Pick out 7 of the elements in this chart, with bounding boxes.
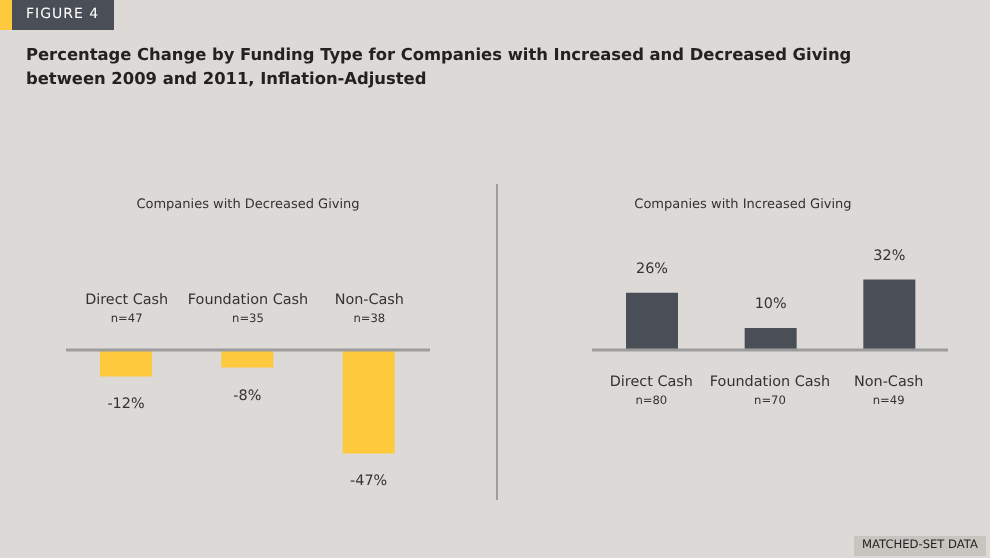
x-tick-label: Non-Cash n=49 [854,372,924,408]
x-tick-label: Direct Cash n=80 [609,372,693,408]
x-tick-label: Direct Cash n=47 [85,290,169,326]
x-tick-label: Foundation Cash n=35 [187,290,309,326]
x-tick-label: Non-Cash n=38 [334,290,404,326]
x-tick-label: Foundation Cash n=70 [709,372,831,408]
chart-title: Percentage Change by Funding Type for Companies with Increased and Decreased Giving between 2009 and 2011, Inflation-Adjusted [26,44,854,90]
